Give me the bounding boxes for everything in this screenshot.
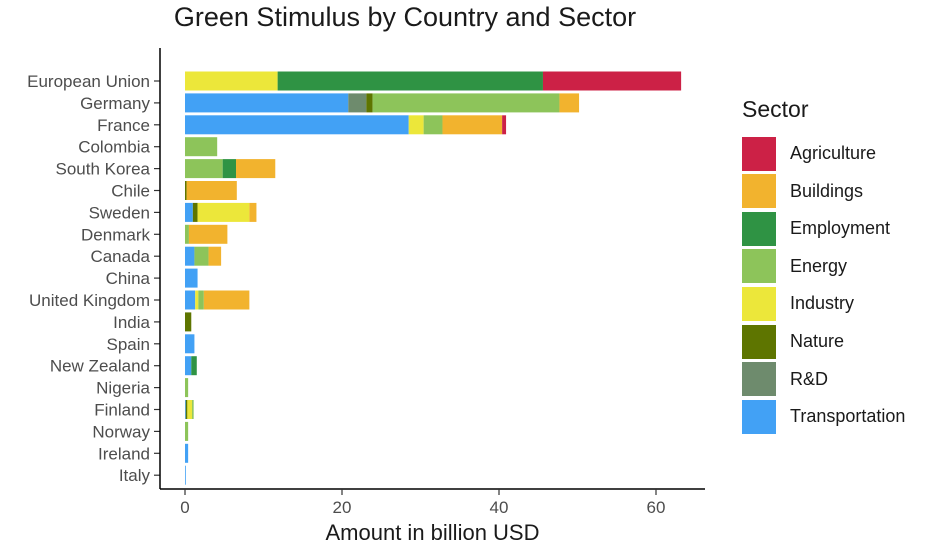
chart-title: Green Stimulus by Country and Sector [173,2,637,32]
y-tick-label: India [113,313,150,332]
x-tick-label: 0 [180,498,189,517]
bar-nature [185,312,192,332]
bar-buildings [186,181,237,200]
legend-swatch [742,286,776,321]
legend-swatch [742,136,776,171]
bar-energy [372,93,560,113]
x-axis-label: Amount in billion USD [326,520,540,545]
legend-swatch [742,324,776,359]
legend-label: Nature [790,331,845,351]
bar-buildings [249,202,257,222]
bar-industry [185,71,278,91]
y-tick-label: China [106,269,151,288]
bar-transportation [185,290,196,310]
bar-buildings [208,246,222,266]
bar-industry [197,202,250,222]
y-tick-label: Norway [92,422,150,441]
bar-energy [194,246,209,266]
legend-item: Transportation [742,398,905,435]
y-tick-label: Nigeria [96,379,150,398]
legend-label: Buildings [790,180,864,201]
bar-energy [198,290,204,310]
bar-employment [222,159,237,179]
legend-item: Employment [742,210,890,247]
bar-energy [185,137,218,157]
bar-transportation [185,356,192,376]
legend-title: Sector [742,96,809,122]
bar-buildings [188,224,228,244]
bar-energy [185,378,189,398]
legend-item: Energy [742,248,847,285]
legend-label: Energy [790,255,848,276]
bar-energy [185,159,223,179]
y-tick-label: Italy [119,466,151,485]
bar-r-d [348,93,367,113]
y-tick-label: Denmark [81,225,150,244]
bar-agriculture [502,115,507,135]
y-tick-label: France [97,116,150,135]
bar-energy [185,224,189,244]
bar-industry [195,290,199,310]
legend-label: Employment [790,218,891,239]
legend-item: Buildings [742,173,863,210]
y-tick-label: New Zealand [50,357,150,376]
legend-label: R&D [790,368,829,389]
bar-transportation [185,246,195,266]
bar-employment [191,356,197,376]
bar-transportation [185,334,195,354]
y-tick-label: Colombia [78,138,150,157]
bar-transportation [185,268,198,288]
legend-label: Agriculture [790,143,877,163]
bar-nature [366,93,373,113]
y-tick-label: Canada [90,247,150,266]
bar-agriculture [542,71,682,91]
legend-swatch [742,362,776,397]
legend-item: Nature [742,323,844,360]
bar-nature [185,181,187,200]
bar-industry [187,400,193,419]
bar-nature [192,202,198,222]
y-tick-label: Ireland [98,444,150,463]
bar-transportation [185,115,409,135]
legend-item: Industry [742,285,854,322]
y-tick-label: Chile [111,182,150,201]
bar-energy [423,115,443,135]
y-tick-label: Germany [80,94,150,113]
x-tick-label: 20 [333,498,352,517]
bar-buildings [442,115,503,135]
y-tick-label: Spain [107,335,150,354]
y-tick-label: Finland [94,401,150,420]
y-tick-label: United Kingdom [29,291,150,310]
bar-energy [192,400,194,419]
legend-label: Industry [790,293,855,314]
legend-swatch [742,174,776,209]
bar-energy [185,421,189,441]
bar-buildings [559,93,580,113]
bar-buildings [203,290,250,310]
legend-label: Transportation [790,406,906,427]
bar-nature [185,400,188,419]
legend-swatch [742,399,776,434]
legend-swatch [742,211,776,246]
bar-transportation [185,93,349,113]
bar-industry [408,115,424,135]
y-tick-label: Sweden [89,203,150,222]
x-tick-label: 40 [490,498,509,517]
bar-transportation [185,465,186,485]
legend-item: Agriculture [742,135,876,172]
x-tick-label: 60 [647,498,666,517]
y-tick-label: South Korea [55,160,150,179]
bar-buildings [236,159,276,179]
legend-item: R&D [742,361,828,398]
bar-transportation [185,400,186,419]
bar-transportation [185,443,189,463]
bar-transportation [185,202,193,222]
bar-employment [277,71,543,91]
legend-swatch [742,249,776,284]
y-tick-label: European Union [27,72,150,91]
